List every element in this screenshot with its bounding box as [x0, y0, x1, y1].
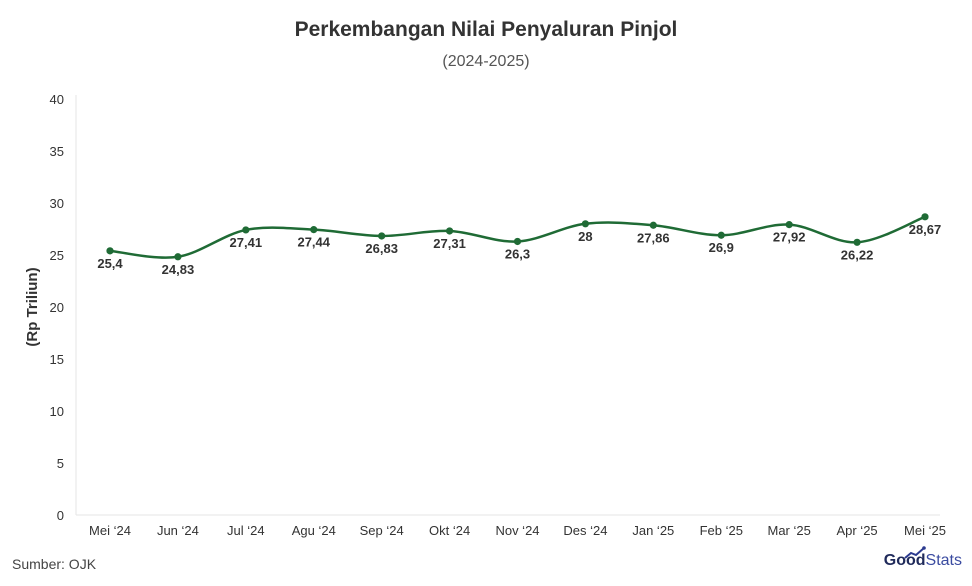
data-label: 27,86 — [637, 230, 670, 245]
y-axis-title: (Rp Triliun) — [24, 267, 41, 346]
logo-chart-icon — [904, 546, 926, 559]
data-point — [853, 238, 861, 246]
x-tick-label: Nov ‘24 — [495, 523, 539, 538]
data-label: 27,92 — [773, 230, 806, 245]
chart-subtitle: (2024-2025) — [442, 53, 530, 70]
x-tick-label: Agu ‘24 — [292, 523, 336, 538]
y-tick-label: 35 — [50, 144, 64, 159]
y-tick-label: 5 — [57, 456, 64, 471]
data-label: 26,83 — [365, 241, 398, 256]
data-point — [445, 227, 454, 235]
logo-text-light: Stats — [925, 552, 962, 569]
data-point — [106, 247, 114, 255]
x-tick-label: Apr ‘25 — [836, 523, 877, 538]
data-point — [785, 221, 793, 229]
x-tick-label: Jun ‘24 — [157, 523, 199, 538]
goodstats-logo: GoodStats — [883, 546, 962, 570]
data-point — [581, 220, 590, 228]
data-label: 24,83 — [162, 262, 195, 277]
data-label: 26,22 — [841, 247, 874, 262]
data-point — [513, 237, 522, 246]
y-tick-label: 30 — [50, 196, 64, 211]
x-tick-label: Mar ‘25 — [767, 523, 810, 538]
data-label: 28 — [578, 229, 592, 244]
data-point — [921, 213, 929, 221]
x-tick-label: Jul ‘24 — [227, 523, 265, 538]
data-point — [378, 232, 386, 240]
data-label: 26,9 — [709, 240, 734, 255]
x-tick-label: Mei ‘24 — [89, 523, 131, 538]
data-label: 28,67 — [909, 222, 942, 237]
x-tick-label: Sep ‘24 — [360, 523, 404, 538]
data-point — [310, 226, 318, 234]
y-tick-label: 20 — [50, 300, 64, 315]
data-label: 27,44 — [297, 235, 330, 250]
y-tick-label: 0 — [57, 508, 64, 523]
x-tick-label: Des ‘24 — [563, 523, 607, 538]
x-tick-label: Okt ‘24 — [429, 523, 470, 538]
source-note: Sumber: OJK — [12, 556, 97, 572]
logo-text-bold: Good — [883, 552, 926, 569]
chart-title: Perkembangan Nilai Penyaluran Pinjol — [294, 18, 678, 41]
data-label: 27,31 — [433, 236, 466, 251]
data-label: 27,41 — [230, 235, 263, 250]
x-tick-label: Mei ‘25 — [904, 523, 946, 538]
y-tick-label: 25 — [50, 248, 64, 263]
data-point — [174, 253, 182, 261]
data-point — [717, 231, 725, 239]
y-tick-label: 15 — [50, 352, 64, 367]
x-tick-label: Feb ‘25 — [700, 523, 743, 538]
data-point — [242, 226, 250, 234]
data-label: 25,4 — [97, 256, 123, 271]
data-label: 26,3 — [505, 246, 530, 261]
x-tick-label: Jan ‘25 — [632, 523, 674, 538]
data-point — [649, 221, 657, 229]
y-tick-label: 10 — [50, 404, 64, 419]
y-tick-label: 40 — [50, 92, 64, 107]
